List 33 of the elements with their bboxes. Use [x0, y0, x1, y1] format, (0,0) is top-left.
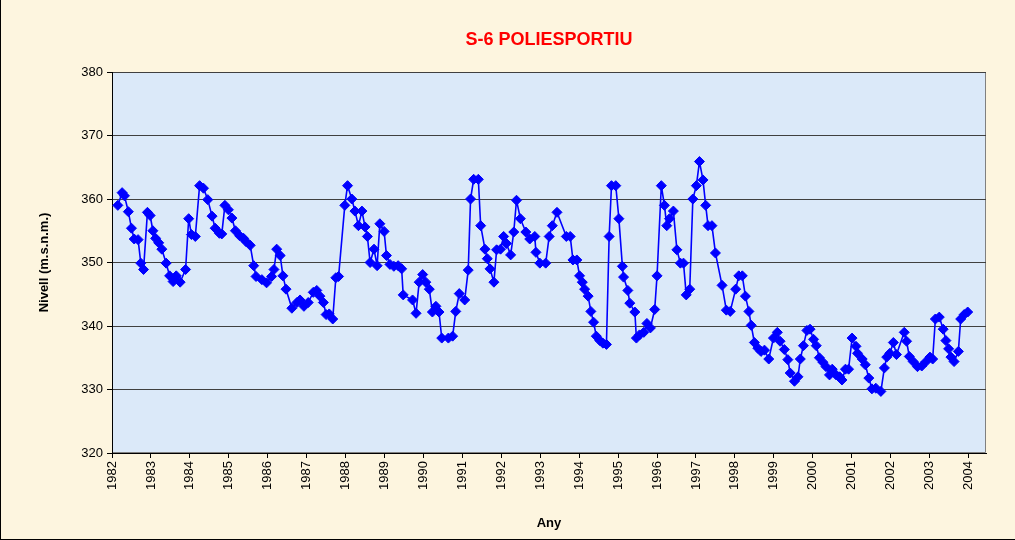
x-tick-label: 1985: [220, 461, 236, 490]
x-tick-label: 1994: [570, 461, 586, 490]
x-tick-label: 1997: [687, 461, 703, 490]
x-tick-label: 1986: [259, 461, 275, 490]
x-tick-label: 1988: [337, 461, 353, 490]
x-tick-label: 1995: [609, 461, 625, 490]
y-tick-label: 370: [81, 127, 103, 143]
x-tick-label: 1991: [453, 461, 469, 490]
y-axis-title: Nivell (m.s.n.m.): [36, 212, 52, 313]
x-tick-label: 2002: [882, 461, 898, 490]
chart-title: S-6 POLIESPORTIU: [465, 28, 633, 49]
x-tick-label: 1984: [181, 461, 197, 490]
x-axis-title: Any: [536, 514, 563, 530]
y-tick-label: 350: [81, 254, 103, 270]
x-tick-label: 1987: [298, 461, 314, 490]
x-tick-label: 2003: [921, 461, 937, 490]
x-tick-label: 1992: [492, 461, 508, 490]
x-tick-label: 1996: [648, 461, 664, 490]
x-tick-label: 2004: [960, 461, 976, 490]
x-tick-label: 1993: [531, 461, 547, 490]
y-tick-label: 320: [81, 444, 103, 460]
x-tick-label: 1998: [726, 461, 742, 490]
x-tick-label: 1982: [103, 461, 119, 490]
y-tick-label: 380: [81, 63, 103, 79]
x-tick-label: 1990: [415, 461, 431, 490]
x-tick-label: 2000: [804, 461, 820, 490]
x-tick-label: 1999: [765, 461, 781, 490]
y-tick-label: 340: [81, 317, 103, 333]
y-tick-label: 360: [81, 190, 103, 206]
y-tick-label: 330: [81, 381, 103, 397]
x-tick-label: 2001: [843, 461, 859, 490]
x-tick-label: 1989: [376, 461, 392, 490]
x-tick-label: 1983: [142, 461, 158, 490]
